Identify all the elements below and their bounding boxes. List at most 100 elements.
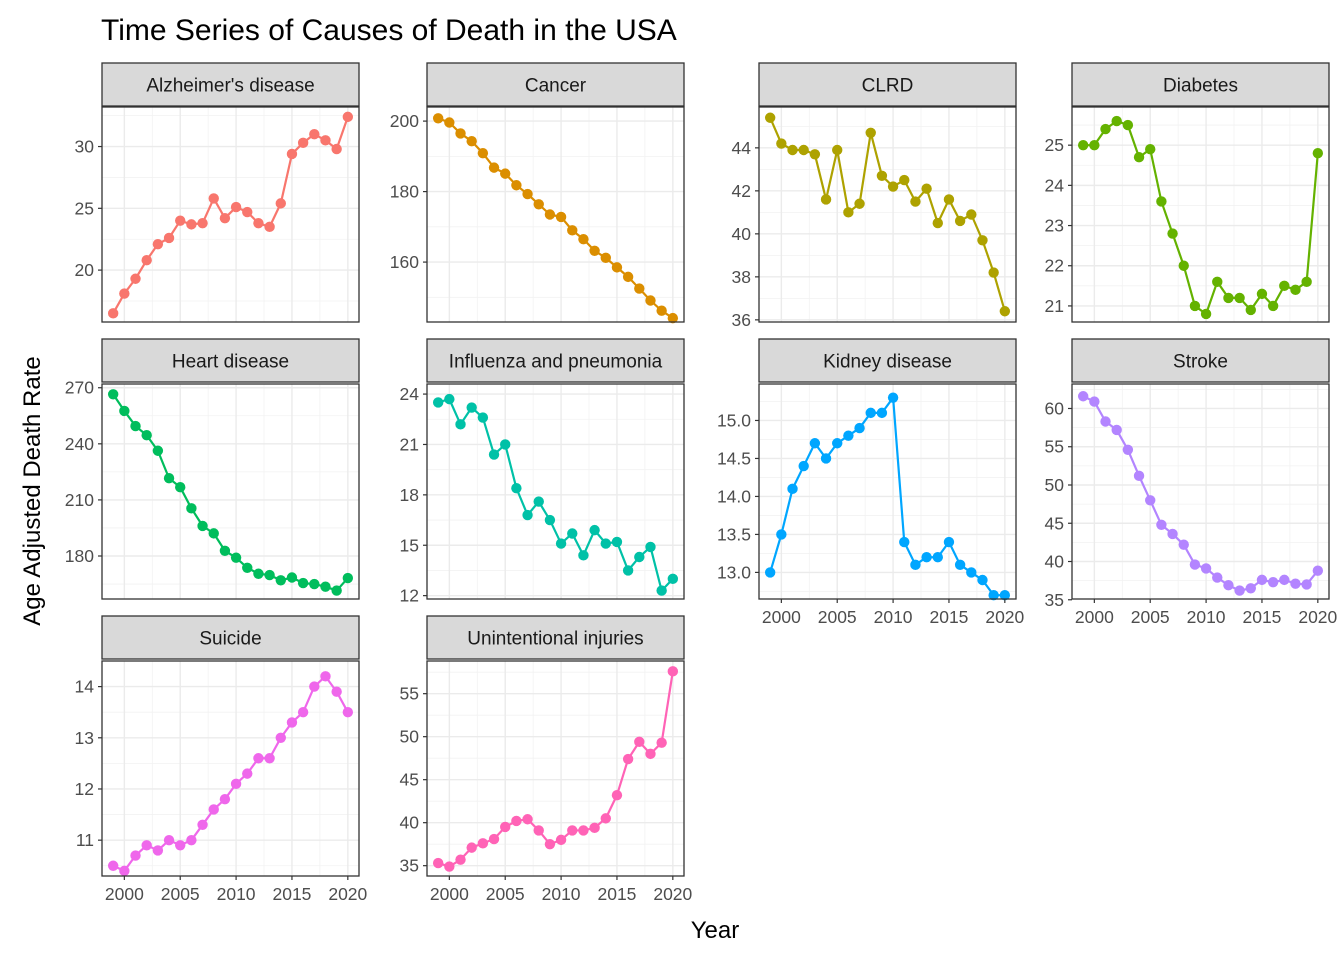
y-tick-label: 23 <box>1045 216 1064 236</box>
data-point-alzheimer-s-disease-2010 <box>230 201 242 213</box>
data-point-suicide-1999 <box>107 860 119 871</box>
data-point-heart-disease-2012 <box>253 568 264 579</box>
data-point-diabetes-2019 <box>1301 276 1312 288</box>
data-point-stroke-2017 <box>1279 574 1290 586</box>
data-point-stroke-2009 <box>1189 559 1201 570</box>
data-point-kidney-disease-2010 <box>887 392 899 403</box>
panel-background <box>102 384 359 599</box>
data-point-cancer-2000 <box>444 117 455 128</box>
data-point-influenza-and-pneumonia-2018 <box>645 541 656 553</box>
x-tick-label: 2015 <box>272 884 311 904</box>
data-point-clrd-2015 <box>943 194 955 205</box>
data-point-stroke-2001 <box>1100 416 1111 427</box>
panel-clrd: CLRD 36 38 40 42 44 <box>732 62 1017 330</box>
data-point-alzheimer-s-disease-2002 <box>141 255 152 266</box>
data-point-influenza-and-pneumonia-2008 <box>533 496 544 507</box>
data-point-kidney-disease-2006 <box>843 430 854 441</box>
data-point-suicide-2006 <box>186 834 197 846</box>
data-point-unintentional-injuries-2013 <box>589 822 600 834</box>
strip-background <box>758 338 1017 383</box>
data-point-diabetes-2002 <box>1111 115 1122 127</box>
panel-grid <box>427 107 684 322</box>
x-tick-label: 2020 <box>328 884 367 904</box>
x-tick-label: 2010 <box>874 607 913 627</box>
data-point-unintentional-injuries-2007 <box>522 814 533 825</box>
data-point-suicide-2008 <box>208 804 219 815</box>
data-point-clrd-2018 <box>977 235 988 246</box>
y-tick-label: 45 <box>400 770 419 790</box>
data-point-influenza-and-pneumonia-2004 <box>488 449 500 460</box>
data-point-alzheimer-s-disease-2005 <box>175 215 186 226</box>
data-point-clrd-2001 <box>787 144 798 156</box>
y-tick-label: 36 <box>732 310 751 330</box>
data-point-kidney-disease-2003 <box>809 438 821 449</box>
data-point-cancer-2009 <box>544 209 556 220</box>
data-point-kidney-disease-1999 <box>764 567 776 578</box>
data-point-suicide-2005 <box>175 840 186 851</box>
y-tick-label: 38 <box>732 267 751 287</box>
strip-background <box>426 338 685 383</box>
data-point-unintentional-injuries-2001 <box>455 854 466 865</box>
data-point-kidney-disease-2000 <box>776 529 787 540</box>
data-point-cancer-2005 <box>500 168 511 179</box>
data-point-stroke-2006 <box>1156 519 1167 530</box>
data-point-kidney-disease-2002 <box>798 460 809 472</box>
strip-label-unintentional-injuries: Unintentional injuries <box>467 629 643 650</box>
data-point-influenza-and-pneumonia-2012 <box>578 550 589 561</box>
data-point-influenza-and-pneumonia-2001 <box>455 419 466 430</box>
series-line-clrd <box>769 117 1006 312</box>
y-tick-label: 14.0 <box>717 486 751 506</box>
series-line-stroke <box>1082 395 1319 592</box>
series-line-unintentional-injuries <box>437 671 674 868</box>
data-point-influenza-and-pneumonia-2006 <box>511 482 522 494</box>
panel-border <box>426 383 685 600</box>
data-point-diabetes-2004 <box>1133 152 1145 163</box>
panel-heart-disease: Heart disease 180 210 240 270 <box>65 338 360 600</box>
data-point-stroke-2007 <box>1167 528 1178 540</box>
data-point-kidney-disease-2013 <box>921 552 932 563</box>
data-point-heart-disease-2006 <box>186 503 197 514</box>
data-point-suicide-2004 <box>163 834 175 846</box>
data-point-diabetes-2020 <box>1312 148 1324 159</box>
data-point-suicide-2018 <box>320 671 331 682</box>
data-point-stroke-2005 <box>1145 495 1156 506</box>
data-point-kidney-disease-2001 <box>787 483 798 495</box>
y-tick-label: 11 <box>76 830 94 850</box>
data-point-heart-disease-2008 <box>208 528 219 539</box>
strip-background <box>101 615 360 660</box>
data-point-unintentional-injuries-2006 <box>511 815 522 827</box>
y-tick-label: 270 <box>65 378 94 398</box>
data-point-diabetes-2008 <box>1178 260 1189 271</box>
data-point-suicide-2007 <box>197 819 208 831</box>
data-point-alzheimer-s-disease-2014 <box>275 198 286 209</box>
data-point-heart-disease-2003 <box>152 445 164 456</box>
data-point-diabetes-2000 <box>1089 139 1100 151</box>
series-line-suicide <box>112 675 349 872</box>
data-point-heart-disease-2013 <box>264 569 275 581</box>
data-point-heart-disease-2009 <box>219 545 231 556</box>
data-point-influenza-and-pneumonia-2005 <box>500 439 511 450</box>
data-point-stroke-2011 <box>1212 572 1223 583</box>
data-point-heart-disease-2010 <box>230 552 242 563</box>
panel-background <box>759 384 1016 599</box>
panel-background <box>427 384 684 599</box>
data-point-diabetes-2018 <box>1290 284 1301 296</box>
data-point-unintentional-injuries-2019 <box>656 737 667 748</box>
data-point-suicide-2020 <box>342 706 354 718</box>
data-point-influenza-and-pneumonia-2014 <box>600 538 611 549</box>
data-point-clrd-2011 <box>899 174 910 186</box>
data-point-unintentional-injuries-2017 <box>634 736 645 748</box>
data-point-clrd-2007 <box>854 198 865 209</box>
y-tick-label: 160 <box>390 252 419 272</box>
panel-unintentional-injuries: Unintentional injuries 35 40 45 50 55 2000 2005… <box>400 615 693 904</box>
x-tick-label: 2020 <box>1298 607 1337 627</box>
data-point-alzheimer-s-disease-2016 <box>297 137 309 149</box>
data-point-clrd-2008 <box>865 127 876 138</box>
panel-border <box>758 106 1017 323</box>
data-point-alzheimer-s-disease-1999 <box>107 308 119 319</box>
panel-stroke: Stroke 35 40 45 50 55 60 2000 2005 2010 2015 2020 <box>1045 338 1338 627</box>
data-point-alzheimer-s-disease-2012 <box>253 217 264 229</box>
data-point-kidney-disease-2004 <box>820 453 832 464</box>
data-point-influenza-and-pneumonia-2002 <box>466 402 477 413</box>
panel-border <box>1071 383 1330 600</box>
